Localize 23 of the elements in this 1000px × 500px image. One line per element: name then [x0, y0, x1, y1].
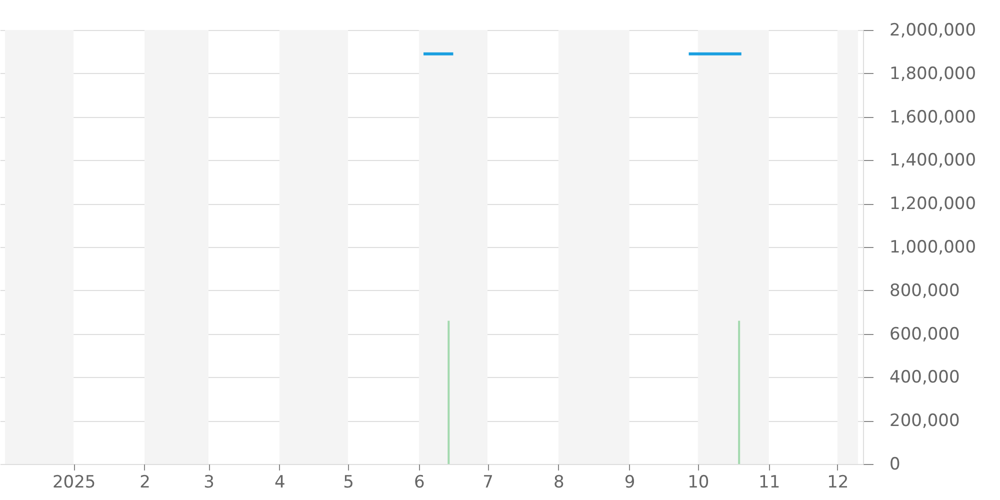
x-tick-label: 4	[274, 472, 286, 492]
y-tick-label: 1,400,000	[890, 150, 976, 171]
x-tick-label: 5	[343, 472, 354, 492]
y-tick-label: 600,000	[890, 324, 960, 344]
x-tick-label: 6	[414, 472, 425, 492]
x-tick-label: 2	[140, 472, 150, 492]
y-tick-label: 1,200,000	[890, 194, 976, 214]
x-tick-label: 7	[482, 472, 494, 492]
x-tick-label: 11	[758, 472, 780, 492]
x-tick-label: 10	[688, 472, 710, 492]
y-tick-label: 2,000,000	[890, 20, 976, 40]
x-tick-label: 8	[554, 472, 564, 492]
x-tick-label: 12	[827, 472, 849, 492]
y-tick-label: 800,000	[890, 280, 960, 301]
x-tick-label: 9	[624, 472, 636, 492]
y-tick-label: 0	[890, 454, 900, 474]
y-tick-label: 1,600,000	[890, 107, 976, 128]
y-tick-label: 400,000	[890, 368, 960, 388]
x-tick-label: 3	[204, 472, 214, 492]
y-tick-label: 1,800,000	[890, 64, 976, 84]
y-tick-label: 200,000	[890, 411, 960, 432]
x-tick-label: 2025	[52, 472, 96, 492]
y-tick-label: 1,000,000	[890, 238, 976, 258]
